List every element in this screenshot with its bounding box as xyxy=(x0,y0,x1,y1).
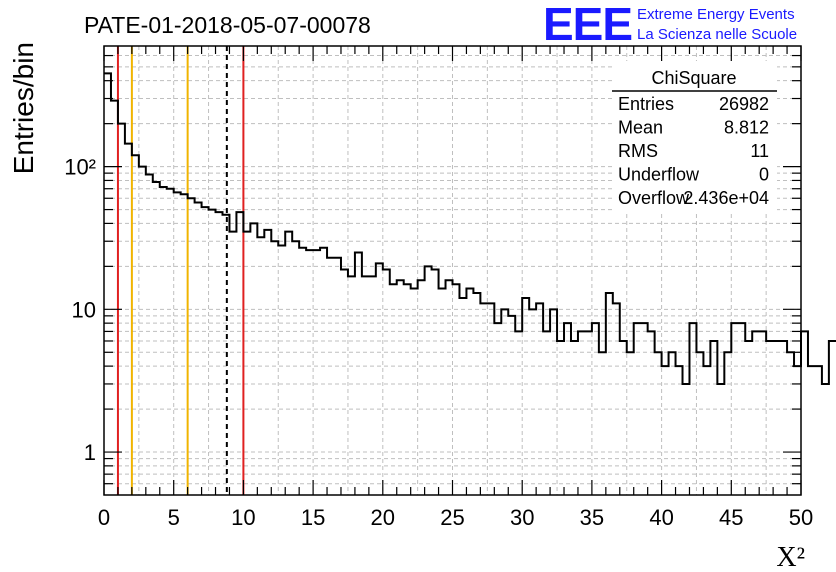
x-tick-label: 20 xyxy=(371,505,395,530)
stats-row-label: Underflow xyxy=(618,165,700,185)
x-tick-label: 15 xyxy=(301,505,325,530)
x-tick-label: 10 xyxy=(231,505,255,530)
stats-row-value: 8.812 xyxy=(724,118,769,138)
stats-row-value: 0 xyxy=(759,165,769,185)
x-tick-label: 45 xyxy=(719,505,743,530)
x-tick-label: 30 xyxy=(510,505,534,530)
stats-row-value: 11 xyxy=(750,141,769,161)
y-tick-label: 1 xyxy=(84,440,96,465)
stats-row-value: 26982 xyxy=(719,94,769,114)
x-tick-label: 40 xyxy=(649,505,673,530)
x-tick-label: 35 xyxy=(580,505,604,530)
marker-lines-layer xyxy=(116,46,245,495)
x-tick-label: 25 xyxy=(440,505,464,530)
stats-row-label: Mean xyxy=(618,118,663,138)
eee-logo-mark: EEE xyxy=(543,0,632,50)
chart-title: PATE-01-2018-05-07-00078 xyxy=(84,12,371,38)
stats-row-label: Overflow xyxy=(618,188,690,208)
eee-logo: EEE Extreme Energy Events La Scienza nel… xyxy=(543,0,797,50)
eee-logo-line1: Extreme Energy Events xyxy=(637,6,795,23)
x-tick-label: 5 xyxy=(168,505,180,530)
histogram-layer xyxy=(104,72,836,385)
stats-row-value: 2.436e+04 xyxy=(683,188,769,208)
x-tick-label: 0 xyxy=(98,505,110,530)
stats-row-label: RMS xyxy=(618,141,658,161)
stats-rows: Entries 26982 Mean 8.812 RMS 11 Underflow 0 Over… xyxy=(618,94,769,208)
y-tick-label: 10 xyxy=(72,297,96,322)
stats-row-label: Entries xyxy=(618,94,674,114)
x-tick-label: 50 xyxy=(789,505,813,530)
y-tick-label: 10² xyxy=(64,155,96,180)
y-axis-label: Entries/bin xyxy=(8,42,39,174)
stats-box: ChiSquare Entries 26982 Mean 8.812 RMS 11 Unde… xyxy=(612,61,777,211)
stats-box-title: ChiSquare xyxy=(651,68,736,88)
histogram-series xyxy=(104,72,836,385)
x-axis-label: X² xyxy=(776,542,805,572)
eee-logo-line2: La Scienza nelle Scuole xyxy=(637,26,797,43)
